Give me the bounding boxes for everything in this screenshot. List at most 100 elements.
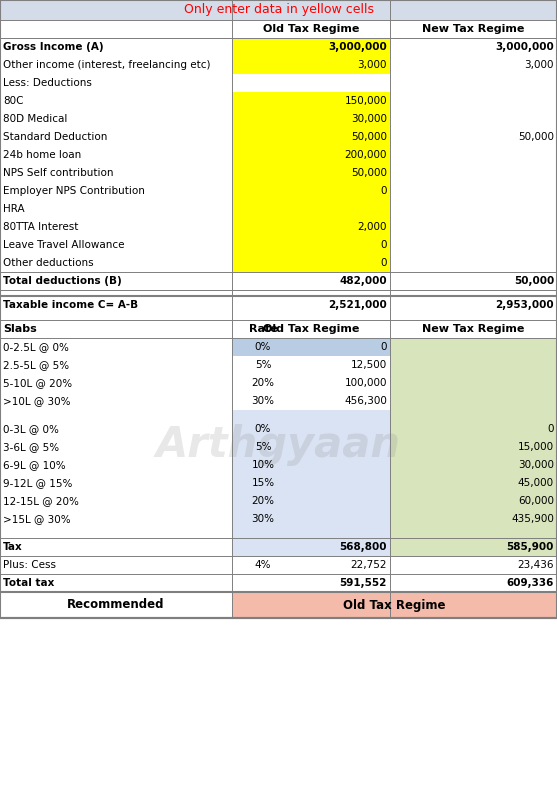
Text: 3,000: 3,000	[358, 60, 387, 70]
Bar	[232, 338, 390, 356]
Bar	[390, 528, 557, 538]
Text: 3,000,000: 3,000,000	[495, 42, 554, 52]
Text: 20%: 20%	[252, 378, 275, 388]
Bar	[390, 410, 557, 420]
Text: 23,436: 23,436	[517, 560, 554, 570]
Text: 30,000: 30,000	[518, 460, 554, 470]
Text: 435,900: 435,900	[511, 514, 554, 524]
Text: Other deductions: Other deductions	[3, 258, 94, 268]
Text: >10L @ 30%: >10L @ 30%	[3, 396, 71, 406]
Bar	[390, 510, 557, 528]
Text: 9-12L @ 15%: 9-12L @ 15%	[3, 478, 72, 488]
Text: 4%: 4%	[255, 560, 271, 570]
Text: 2,000: 2,000	[358, 222, 387, 232]
Text: Leave Travel Allowance: Leave Travel Allowance	[3, 240, 125, 250]
Bar	[232, 528, 390, 538]
Text: Old Tax Regime: Old Tax Regime	[263, 24, 359, 34]
Text: Employer NPS Contribution: Employer NPS Contribution	[3, 186, 145, 196]
Bar	[390, 456, 557, 474]
Text: 0%: 0%	[255, 424, 271, 434]
Text: 60,000: 60,000	[518, 496, 554, 506]
Bar	[390, 420, 557, 438]
Text: 10%: 10%	[252, 460, 275, 470]
Bar	[390, 338, 557, 356]
Text: Only enter data in yellow cells: Only enter data in yellow cells	[183, 3, 374, 17]
Text: 5%: 5%	[255, 360, 271, 370]
Bar	[232, 38, 390, 56]
Text: 15,000: 15,000	[518, 442, 554, 452]
Bar	[232, 456, 390, 474]
Text: 12-15L @ 20%: 12-15L @ 20%	[3, 496, 79, 506]
Text: 150,000: 150,000	[344, 96, 387, 106]
Bar	[0, 320, 557, 338]
Text: Standard Deduction: Standard Deduction	[3, 132, 108, 142]
Bar	[0, 592, 232, 618]
Text: 0: 0	[548, 424, 554, 434]
Bar	[232, 200, 390, 218]
Text: Arthgyaan: Arthgyaan	[156, 424, 401, 465]
Text: Total tax: Total tax	[3, 578, 55, 588]
Bar	[232, 510, 390, 528]
Text: 80C: 80C	[3, 96, 23, 106]
Text: 15%: 15%	[251, 478, 275, 488]
Text: Rate: Rate	[248, 324, 277, 334]
Text: 5-10L @ 20%: 5-10L @ 20%	[3, 378, 72, 388]
Text: 50,000: 50,000	[351, 168, 387, 178]
Text: Less: Deductions: Less: Deductions	[3, 78, 92, 88]
Bar	[232, 92, 390, 110]
Bar	[232, 438, 390, 456]
Text: Plus: Cess: Plus: Cess	[3, 560, 56, 570]
Bar	[232, 218, 390, 236]
Bar	[390, 374, 557, 392]
Text: 22,752: 22,752	[350, 560, 387, 570]
Text: 591,552: 591,552	[340, 578, 387, 588]
Text: Recommended: Recommended	[67, 599, 165, 611]
Bar	[390, 474, 557, 492]
Text: Slabs: Slabs	[3, 324, 37, 334]
Text: 3,000: 3,000	[525, 60, 554, 70]
Bar	[0, 0, 557, 20]
Text: HRA: HRA	[3, 204, 25, 214]
Bar	[0, 0, 557, 618]
Bar	[390, 538, 557, 556]
Text: 3-6L @ 5%: 3-6L @ 5%	[3, 442, 59, 452]
Text: 200,000: 200,000	[344, 150, 387, 160]
Text: 30%: 30%	[252, 514, 275, 524]
Bar	[390, 392, 557, 410]
Text: 80D Medical: 80D Medical	[3, 114, 67, 124]
Bar	[232, 492, 390, 510]
Text: 0-2.5L @ 0%: 0-2.5L @ 0%	[3, 342, 69, 352]
Text: Old Tax Regime: Old Tax Regime	[343, 599, 446, 611]
Bar	[390, 438, 557, 456]
Text: 0: 0	[380, 258, 387, 268]
Text: >15L @ 30%: >15L @ 30%	[3, 514, 71, 524]
Text: 24b home loan: 24b home loan	[3, 150, 81, 160]
Text: New Tax Regime: New Tax Regime	[422, 24, 525, 34]
Bar	[232, 164, 390, 182]
Bar	[232, 420, 390, 438]
Text: 2.5-5L @ 5%: 2.5-5L @ 5%	[3, 360, 69, 370]
Bar	[390, 492, 557, 510]
Text: 482,000: 482,000	[339, 276, 387, 286]
Text: 100,000: 100,000	[344, 378, 387, 388]
Text: Gross Income (A): Gross Income (A)	[3, 42, 104, 52]
Text: 456,300: 456,300	[344, 396, 387, 406]
Bar	[232, 254, 390, 272]
Text: 80TTA Interest: 80TTA Interest	[3, 222, 79, 232]
Text: NPS Self contribution: NPS Self contribution	[3, 168, 114, 178]
Text: 30,000: 30,000	[351, 114, 387, 124]
Text: 6-9L @ 10%: 6-9L @ 10%	[3, 460, 66, 470]
Text: Tax: Tax	[3, 542, 23, 552]
Text: 45,000: 45,000	[518, 478, 554, 488]
Text: 50,000: 50,000	[351, 132, 387, 142]
Text: Total deductions (B): Total deductions (B)	[3, 276, 122, 286]
Bar	[232, 538, 390, 556]
Text: 0: 0	[380, 240, 387, 250]
Bar	[232, 410, 390, 420]
Text: 20%: 20%	[252, 496, 275, 506]
Bar	[232, 474, 390, 492]
Text: Taxable income C= A-B: Taxable income C= A-B	[3, 300, 138, 310]
Text: 30%: 30%	[252, 396, 275, 406]
Text: 2,953,000: 2,953,000	[495, 300, 554, 310]
Text: 50,000: 50,000	[514, 276, 554, 286]
